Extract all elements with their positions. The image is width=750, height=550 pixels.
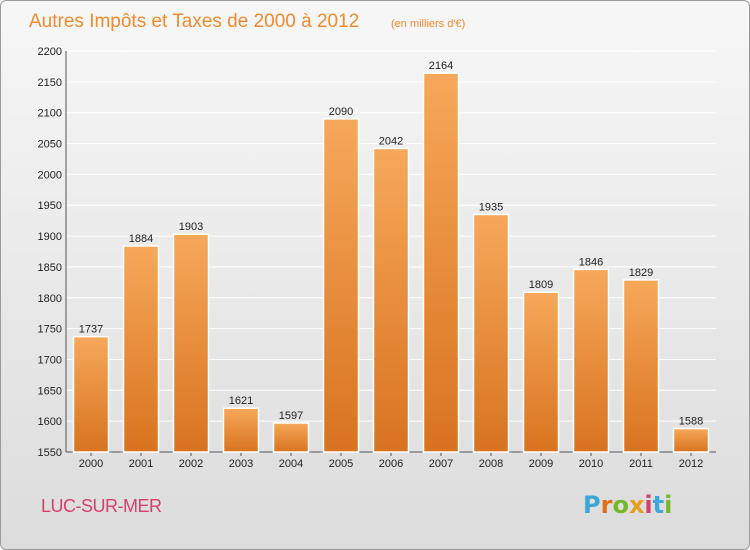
y-tick-label: 1600 [38, 416, 62, 428]
x-tick-label: 2009 [529, 458, 553, 470]
y-tick-label: 2000 [38, 169, 62, 181]
proxiti-logo: Proxiti [583, 491, 672, 519]
bar-value-label: 1597 [279, 410, 303, 422]
bar [222, 407, 260, 453]
bar-value-label: 1809 [529, 279, 553, 291]
chart-subtitle: (en milliers d'€) [391, 18, 465, 30]
x-tick-label: 2005 [329, 458, 353, 470]
x-tick-label: 2011 [629, 458, 653, 470]
bar-value-label: 1588 [679, 416, 703, 428]
bar [472, 213, 510, 453]
x-tick-label: 2001 [129, 458, 153, 470]
y-tick-label: 1550 [38, 447, 62, 459]
logo-letter: o [612, 491, 629, 519]
bar [272, 422, 310, 453]
logo-letter: x [628, 491, 645, 519]
bar-value-label: 2090 [329, 106, 353, 118]
bar [172, 233, 210, 453]
y-tick-label: 2200 [38, 46, 62, 58]
y-tick-label: 1650 [38, 385, 62, 397]
bar-value-label: 1621 [229, 395, 253, 407]
logo-letter: r [600, 491, 613, 519]
bars: 1737 1884 1903 1621 1597 2090 2042 2164 1935 1809… [72, 60, 710, 453]
bar [522, 291, 560, 453]
chart-title: Autres Impôts et Taxes de 2000 à 2012 [29, 11, 359, 32]
bar [322, 118, 360, 453]
bar [372, 147, 410, 453]
logo-letter: i [644, 491, 653, 519]
y-tick-label: 1700 [38, 354, 62, 366]
bar [72, 335, 110, 453]
bar-value-label: 1846 [579, 256, 603, 268]
x-tick-label: 2010 [579, 458, 603, 470]
y-tick-label: 1900 [38, 231, 62, 243]
bar-value-label: 1884 [129, 233, 153, 245]
x-tick-label: 2007 [429, 458, 453, 470]
bar-value-label: 1737 [79, 324, 103, 336]
bar [622, 279, 660, 453]
x-tick-label: 2003 [229, 458, 253, 470]
city-name: LUC-SUR-MER [41, 496, 162, 516]
bar-value-label: 1903 [179, 221, 203, 233]
bar [672, 427, 710, 453]
bar [122, 245, 160, 453]
x-tick-label: 2008 [479, 458, 503, 470]
y-tick-label: 1800 [38, 293, 62, 305]
logo-letter: t [652, 491, 665, 519]
x-tick-label: 2012 [679, 458, 703, 470]
x-tick-label: 2002 [179, 458, 203, 470]
bar-value-label: 2164 [429, 60, 453, 72]
y-tick-label: 1950 [38, 200, 62, 212]
y-tick-label: 1850 [38, 262, 62, 274]
y-tick-label: 1750 [38, 324, 62, 336]
bar-value-label: 1935 [479, 201, 503, 213]
logo-letter: P [583, 491, 601, 519]
logo-letter: i [664, 491, 673, 519]
bar [422, 72, 460, 453]
x-tick-label: 2006 [379, 458, 403, 470]
y-tick-label: 2050 [38, 139, 62, 151]
x-tick-label: 2004 [279, 458, 303, 470]
bar-value-label: 1829 [629, 267, 653, 279]
x-tick-label: 2000 [79, 458, 103, 470]
bar-value-label: 2042 [379, 135, 403, 147]
bar [572, 268, 610, 453]
y-tick-label: 2100 [38, 108, 62, 120]
y-tick-label: 2150 [38, 77, 62, 89]
